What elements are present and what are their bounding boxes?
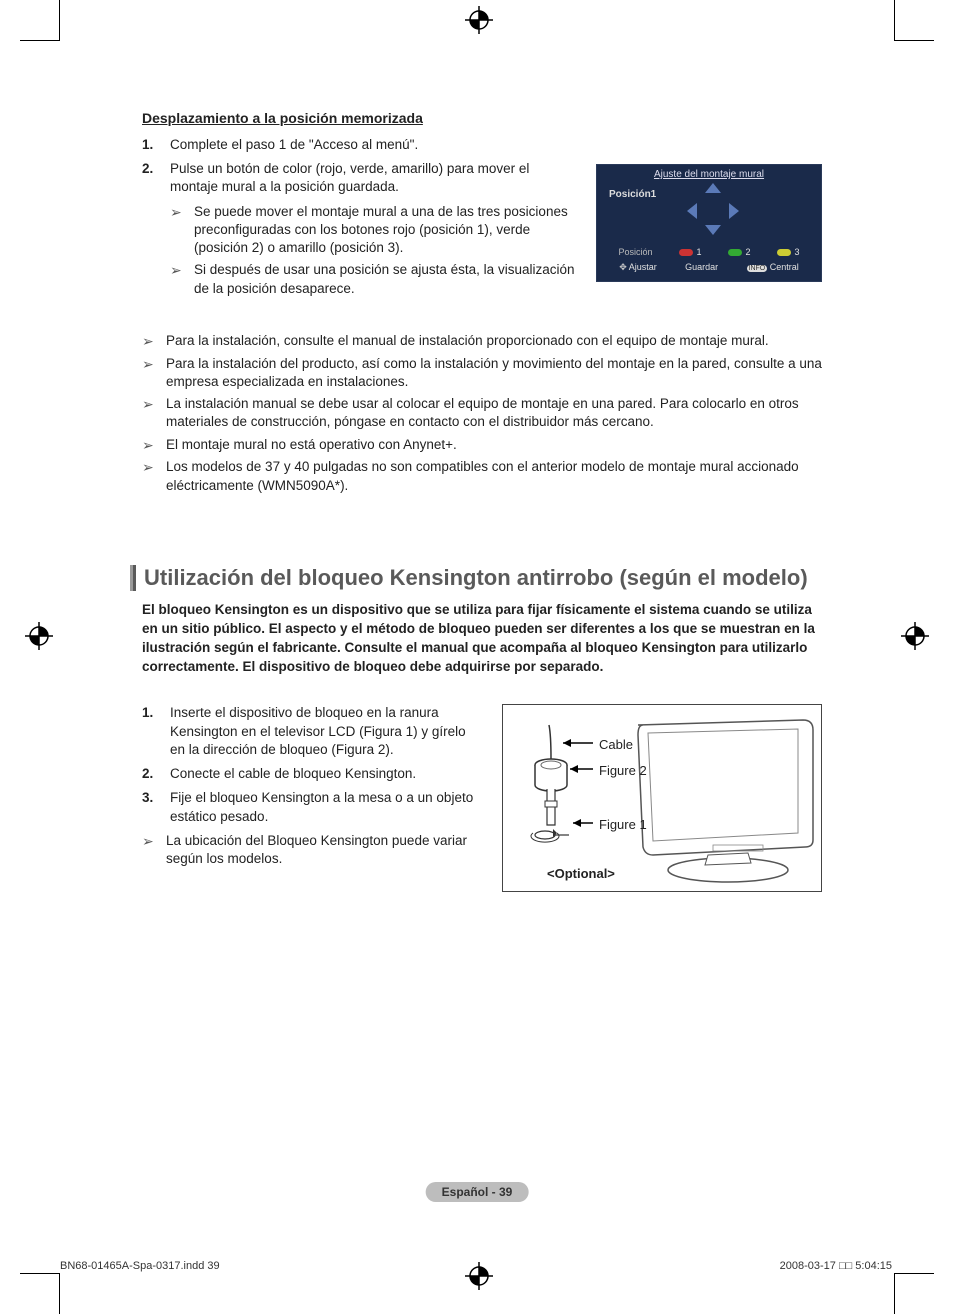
list-item: 3. Fije el bloqueo Kensington a la mesa … (142, 789, 482, 825)
footer-timestamp: 2008-03-17 □□ 5:04:15 (780, 1260, 892, 1272)
footer-filename: BN68-01465A-Spa-0317.indd 39 (60, 1260, 220, 1272)
red-pill-icon (679, 249, 693, 256)
osd-position-row: Posición 1 2 3 (597, 247, 821, 257)
note-item: ➢El montaje mural no está operativo con … (142, 436, 822, 455)
diagram-label-cable: Cable (599, 737, 633, 752)
osd-ajustar: ✥ Ajustar (619, 262, 657, 273)
arrow-icon: ➢ (142, 355, 166, 391)
tv-illustration (503, 705, 823, 893)
section1-notes: ➢Para la instalación, consulte el manual… (142, 332, 822, 495)
arrow-down-icon (705, 225, 721, 235)
note-item: ➢Para la instalación del producto, así c… (142, 355, 822, 391)
item-number: 2. (142, 765, 170, 783)
arrow-icon: ➢ (142, 458, 166, 494)
registration-mark-icon (465, 6, 493, 34)
osd-position-label: Posición1 (609, 189, 656, 200)
section2-title: Utilización del bloqueo Kensington antir… (130, 565, 810, 591)
item-text: Conecte el cable de bloqueo Kensington. (170, 765, 482, 783)
registration-mark-icon (25, 622, 53, 650)
osd-opt: 3 (777, 247, 799, 257)
arrow-right-icon (729, 203, 739, 219)
arrow-icon: ➢ (170, 261, 194, 297)
registration-mark-icon (465, 1262, 493, 1290)
section1-list: 1. Complete el paso 1 de "Acceso al menú… (142, 136, 578, 308)
registration-mark-icon (901, 622, 929, 650)
item-number: 2. (142, 160, 170, 302)
osd-opt: 1 (679, 247, 701, 257)
item-text: Complete el paso 1 de "Acceso al menú". (170, 136, 578, 154)
arrow-icon: ➢ (142, 395, 166, 431)
green-pill-icon (728, 249, 742, 256)
item-text: Fije el bloqueo Kensington a la mesa o a… (170, 789, 482, 825)
list-item: 1. Inserte el dispositivo de bloqueo en … (142, 704, 482, 759)
item-number: 1. (142, 136, 170, 154)
osd-panel: Ajuste del montaje mural Posición1 Posic… (596, 164, 822, 282)
note-text: La ubicación del Bloqueo Kensington pued… (166, 832, 482, 868)
osd-row-label: Posición (618, 247, 652, 257)
tv-diagram: Cable Figure 2 Figure 1 <Optional> (502, 704, 822, 892)
list-item: 2. Conecte el cable de bloqueo Kensingto… (142, 765, 482, 783)
arrow-icon: ➢ (142, 332, 166, 351)
crop-mark (59, 1274, 60, 1314)
arrow-icon: ➢ (170, 203, 194, 258)
item-number: 3. (142, 789, 170, 825)
note-text: Para la instalación del producto, así co… (166, 355, 822, 391)
note-text: La instalación manual se debe usar al co… (166, 395, 822, 431)
arrow-left-icon (687, 203, 697, 219)
content-area: Desplazamiento a la posición memorizada … (142, 110, 822, 892)
osd-opt: 2 (728, 247, 750, 257)
osd-action-row: ✥ Ajustar Guardar INFO Central (597, 262, 821, 273)
osd-dpad (683, 183, 743, 235)
diagram-label-optional: <Optional> (547, 866, 615, 881)
note-item: ➢ Si después de usar una posición se aju… (170, 261, 578, 297)
crop-mark (20, 40, 60, 41)
crop-mark (894, 1274, 895, 1314)
crop-mark (894, 40, 934, 41)
page-number-badge: Español - 39 (426, 1182, 529, 1202)
section2-body: 1. Inserte el dispositivo de bloqueo en … (142, 704, 822, 892)
note-item: ➢ Se puede mover el montaje mural a una … (170, 203, 578, 258)
move-icon: ✥ (619, 262, 629, 272)
section2-intro: El bloqueo Kensington es un dispositivo … (142, 601, 822, 677)
note-text: Los modelos de 37 y 40 pulgadas no son c… (166, 458, 822, 494)
section2-list: 1. Inserte el dispositivo de bloqueo en … (142, 704, 482, 892)
note-text: El montaje mural no está operativo con A… (166, 436, 457, 455)
osd-title: Ajuste del montaje mural (597, 169, 821, 180)
arrow-up-icon (705, 183, 721, 193)
note-item: ➢ La ubicación del Bloqueo Kensington pu… (142, 832, 482, 868)
diagram-label-fig1: Figure 1 (599, 817, 647, 832)
arrow-icon: ➢ (142, 436, 166, 455)
note-item: ➢Los modelos de 37 y 40 pulgadas no son … (142, 458, 822, 494)
diagram-label-fig2: Figure 2 (599, 763, 647, 778)
crop-mark (59, 0, 60, 40)
osd-guardar: Guardar (685, 262, 718, 273)
item-text: Inserte el dispositivo de bloqueo en la … (170, 704, 482, 759)
crop-mark (20, 1273, 60, 1274)
info-pill-icon: INFO (747, 265, 768, 272)
page: Desplazamiento a la posición memorizada … (0, 0, 954, 1314)
section1-heading: Desplazamiento a la posición memorizada (142, 110, 822, 126)
item-text: Pulse un botón de color (rojo, verde, am… (170, 161, 529, 194)
crop-mark (894, 0, 895, 40)
list-item: 1. Complete el paso 1 de "Acceso al menú… (142, 136, 578, 154)
section1-top-row: 1. Complete el paso 1 de "Acceso al menú… (142, 136, 822, 308)
note-text: Se puede mover el montaje mural a una de… (194, 203, 578, 258)
note-item: ➢Para la instalación, consulte el manual… (142, 332, 822, 351)
note-text: Para la instalación, consulte el manual … (166, 332, 769, 351)
list-item: 2. Pulse un botón de color (rojo, verde,… (142, 160, 578, 302)
arrow-icon: ➢ (142, 832, 166, 868)
osd-info: INFO Central (747, 262, 799, 273)
crop-mark (894, 1273, 934, 1274)
item-number: 1. (142, 704, 170, 759)
note-item: ➢La instalación manual se debe usar al c… (142, 395, 822, 431)
yellow-pill-icon (777, 249, 791, 256)
note-text: Si después de usar una posición se ajust… (194, 261, 578, 297)
